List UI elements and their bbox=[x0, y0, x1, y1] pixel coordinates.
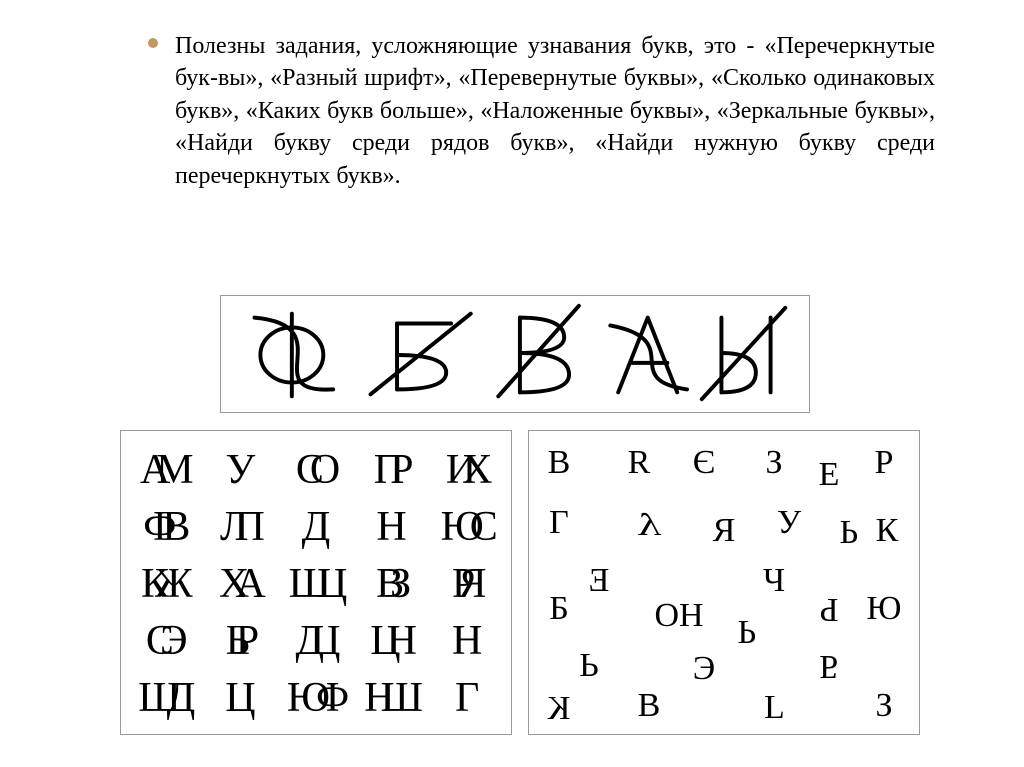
overlaid-cell: ИХ bbox=[446, 449, 489, 491]
overlaid-cell: Н bbox=[452, 620, 482, 662]
scatter-letter: Ю bbox=[867, 592, 902, 626]
panel-crossed-letters bbox=[220, 295, 810, 413]
scatter-letter: Б bbox=[549, 592, 569, 626]
scatter-letter: К bbox=[876, 514, 899, 548]
overlaid-cell: Ц bbox=[225, 677, 255, 719]
panel-mirrored-letters: ВRЄЗЕРГУЯУРКЕЧБРЮОНРЬЭБКВГЗ bbox=[528, 430, 920, 735]
scatter-letter: Б bbox=[819, 649, 839, 683]
scatter-letter: У bbox=[637, 506, 661, 540]
overlaid-cell: АМ bbox=[140, 449, 190, 491]
scatter-letter: У bbox=[777, 506, 801, 540]
scatter-letter: Г bbox=[549, 506, 569, 540]
scatter-letter: З bbox=[875, 689, 892, 723]
panel-overlaid-letters: АМ У СО ПР ИХ ФВ ЛП Д Н ЮС КЖ ХА ШЦ ВЗ РЯ СЭ ЬР ДЦ ЦН Н ШД ЦЮ… bbox=[120, 430, 512, 735]
overlaid-cell: ШД bbox=[138, 677, 191, 719]
overlaid-cell: КЖ bbox=[141, 563, 189, 605]
overlaid-cell: ФВ bbox=[143, 506, 186, 548]
overlaid-cell: ПР bbox=[374, 449, 410, 491]
overlaid-cell: Д bbox=[302, 506, 331, 548]
scatter-letter: R bbox=[628, 446, 651, 480]
scatter-letter: В bbox=[548, 446, 571, 480]
crossed-letter-f bbox=[254, 314, 333, 397]
crossed-letter-v bbox=[498, 306, 579, 396]
paragraph-text: Полезны задания, усложняющие узнавания б… bbox=[175, 30, 935, 192]
slide: Полезны задания, усложняющие узнавания б… bbox=[0, 0, 1024, 767]
overlaid-cell: НШ bbox=[364, 677, 419, 719]
bullet-icon bbox=[148, 38, 158, 48]
scatter-letter: Р bbox=[820, 592, 839, 626]
overlaid-cell: СЭ bbox=[146, 620, 184, 662]
scatter-letter: Г bbox=[764, 689, 784, 723]
overlaid-cell: СО bbox=[296, 449, 336, 491]
overlaid-cell: Н bbox=[376, 506, 406, 548]
scatter-letter: Ь bbox=[579, 649, 599, 683]
scatter-letter: Є bbox=[693, 446, 715, 480]
crossed-letter-a bbox=[610, 318, 687, 393]
crossed-letter-yi bbox=[702, 308, 786, 399]
overlaid-cell: ЬР bbox=[226, 620, 255, 662]
scatter-letter: Р bbox=[738, 614, 757, 648]
scatter-letter: ОН bbox=[654, 599, 703, 633]
scatter-letter: Е bbox=[819, 458, 840, 492]
scatter-letter: К bbox=[548, 692, 571, 726]
scatter-letter: Э bbox=[693, 652, 715, 686]
overlaid-cell: ВЗ bbox=[376, 563, 407, 605]
scatter-letter: В bbox=[638, 689, 661, 723]
overlaid-cell: ЮС bbox=[441, 506, 494, 548]
scatter-letter: Р bbox=[840, 514, 859, 548]
scatter-letter: Я bbox=[713, 514, 736, 548]
overlaid-cell: ХА bbox=[219, 563, 262, 605]
overlaid-cell: ШЦ bbox=[289, 563, 344, 605]
scatter-letter: Е bbox=[589, 564, 610, 598]
overlaid-cell: ЮФ bbox=[287, 677, 345, 719]
overlaid-cell: Г bbox=[455, 677, 479, 719]
overlaid-cell: ЛП bbox=[220, 506, 261, 548]
overlaid-grid: АМ У СО ПР ИХ ФВ ЛП Д Н ЮС КЖ ХА ШЦ ВЗ РЯ СЭ ЬР ДЦ ЦН Н ШД ЦЮ… bbox=[127, 441, 505, 726]
overlaid-cell: РЯ bbox=[452, 563, 483, 605]
scatter-letter: Р bbox=[875, 446, 894, 480]
overlaid-cell: ДЦ bbox=[296, 620, 337, 662]
scatter-letter: Ч bbox=[763, 564, 785, 598]
overlaid-cell: ЦН bbox=[370, 620, 413, 662]
overlaid-cell: У bbox=[226, 449, 256, 491]
crossed-letter-b bbox=[370, 314, 470, 395]
scatter-letter: З bbox=[765, 446, 782, 480]
crossed-letters-svg bbox=[221, 296, 809, 412]
